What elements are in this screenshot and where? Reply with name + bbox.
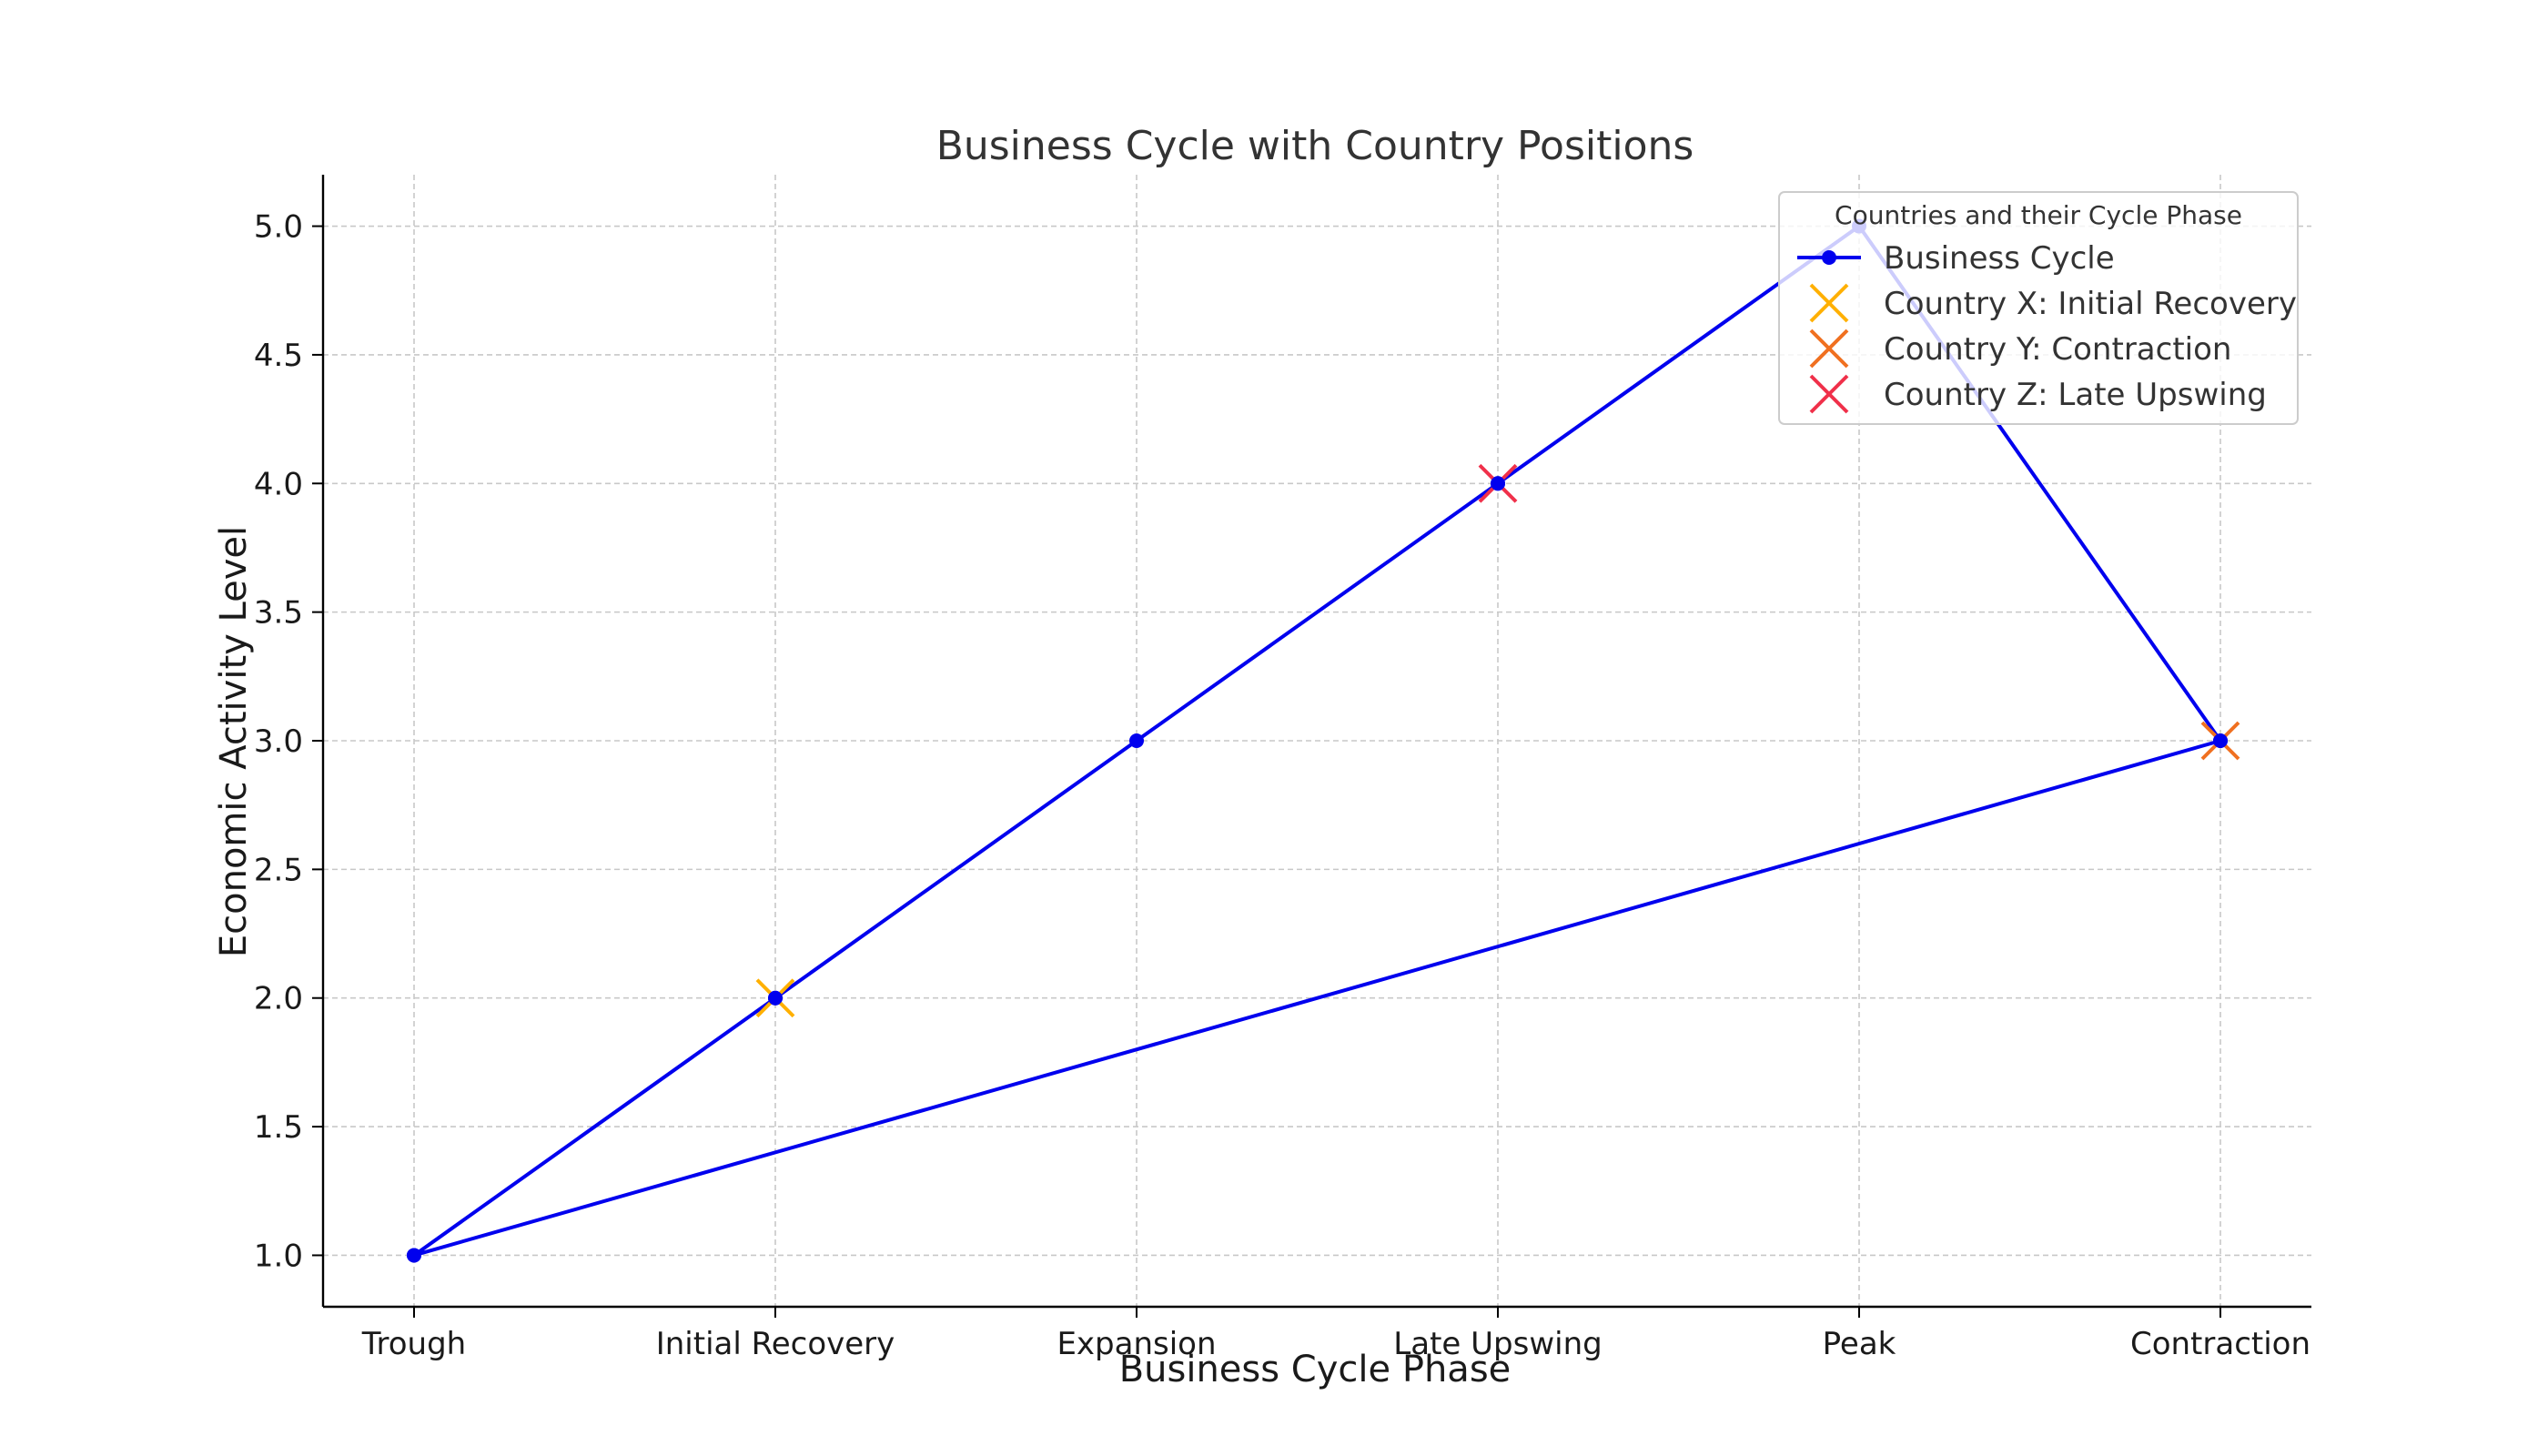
y-tick-label: 3.5 [254, 595, 303, 632]
y-axis-label: Economic Activity Level [213, 526, 255, 957]
y-tick-label: 5.0 [254, 209, 303, 246]
business-cycle-point [1129, 733, 1144, 748]
legend-x-swatch [1809, 329, 1849, 369]
legend-label: Country Z: Late Upswing [1884, 377, 2267, 413]
y-tick-label: 3.0 [254, 723, 303, 760]
y-tick-label: 2.5 [254, 852, 303, 888]
x-tick-label: Expansion [1057, 1326, 1216, 1362]
legend-item: Business Cycle [1797, 240, 2115, 277]
legend-box [1778, 191, 2299, 425]
country-markers [755, 463, 2240, 1018]
y-tick-label: 4.5 [254, 338, 303, 374]
x-tick-label: Initial Recovery [656, 1326, 895, 1362]
y-tick-label: 4.0 [254, 466, 303, 502]
chart-title: Business Cycle with Country Positions [936, 123, 1694, 169]
business-cycle-point-overlay [2213, 733, 2228, 748]
legend-item: Country X: Initial Recovery [1809, 283, 2297, 323]
legend-x-swatch [1809, 374, 1849, 414]
x-tick-label: Peak [1823, 1326, 1896, 1362]
legend: Countries and their Cycle Phase Business… [1778, 191, 2299, 425]
y-tick-label: 1.5 [254, 1109, 303, 1146]
legend-label: Country X: Initial Recovery [1884, 286, 2297, 322]
x-tick-label: Late Upswing [1393, 1326, 1602, 1362]
y-tick-label: 2.0 [254, 981, 303, 1017]
legend-label: Country Y: Contraction [1884, 331, 2231, 368]
x-axis-ticks: Trough Initial Recovery Expansion Late Upsw… [361, 1307, 2310, 1362]
legend-title: Countries and their Cycle Phase [1835, 200, 2242, 230]
business-cycle-point [407, 1248, 421, 1263]
x-stroke [1809, 329, 1849, 369]
y-tick-label: 1.0 [254, 1238, 303, 1274]
legend-x-swatch [1809, 283, 1849, 323]
business-cycle-point-overlay [1491, 476, 1505, 491]
legend-label: Business Cycle [1884, 240, 2115, 277]
x-tick-label: Contraction [2130, 1326, 2310, 1362]
business-cycle-point-overlay [768, 990, 783, 1006]
x-stroke [1809, 374, 1849, 414]
legend-item: Country Z: Late Upswing [1809, 374, 2267, 414]
x-tick-label: Trough [361, 1326, 466, 1362]
legend-items: Business Cycle Country X: Initial Recover… [1797, 240, 2297, 414]
legend-item: Country Y: Contraction [1809, 329, 2231, 369]
x-axis-label: Business Cycle Phase [1119, 1349, 1512, 1390]
y-axis-ticks: 1.0 1.5 2.0 2.5 3.0 3.5 4.0 4.5 5.0 [254, 209, 323, 1274]
x-stroke [1809, 283, 1849, 323]
legend-point-swatch [1822, 250, 1836, 265]
